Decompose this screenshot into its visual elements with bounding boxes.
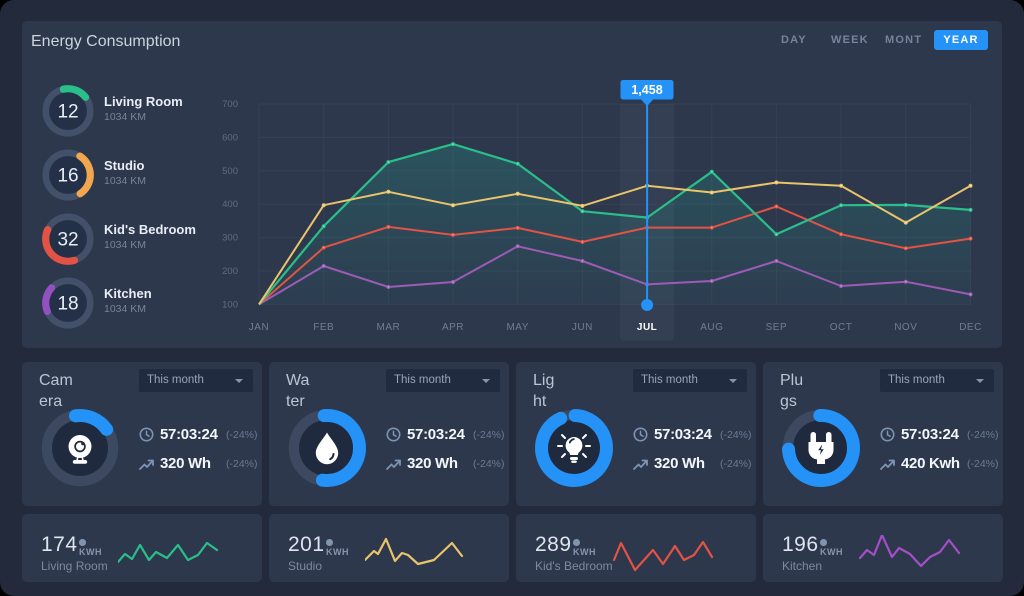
- svg-text:200: 200: [222, 266, 238, 277]
- svg-text:500: 500: [222, 166, 238, 177]
- svg-text:32: 32: [57, 230, 78, 251]
- svg-text:18: 18: [57, 294, 78, 315]
- svg-text:12: 12: [57, 102, 78, 123]
- svg-text:JAN: JAN: [249, 322, 269, 333]
- svg-text:300: 300: [222, 233, 238, 244]
- svg-text:100: 100: [222, 299, 238, 310]
- svg-text:JUN: JUN: [572, 322, 593, 333]
- svg-text:DEC: DEC: [959, 322, 982, 333]
- svg-text:AUG: AUG: [700, 322, 723, 333]
- svg-text:400: 400: [222, 199, 238, 210]
- svg-text:600: 600: [222, 132, 238, 143]
- svg-text:700: 700: [222, 99, 238, 110]
- svg-text:1,458: 1,458: [631, 83, 662, 97]
- svg-text:FEB: FEB: [313, 322, 334, 333]
- svg-text:APR: APR: [442, 322, 464, 333]
- svg-text:SEP: SEP: [766, 322, 788, 333]
- svg-text:16: 16: [57, 166, 78, 187]
- svg-text:NOV: NOV: [894, 322, 917, 333]
- svg-text:MAY: MAY: [506, 322, 528, 333]
- svg-text:MAR: MAR: [377, 322, 401, 333]
- svg-text:OCT: OCT: [830, 322, 853, 333]
- svg-text:JUL: JUL: [637, 322, 657, 333]
